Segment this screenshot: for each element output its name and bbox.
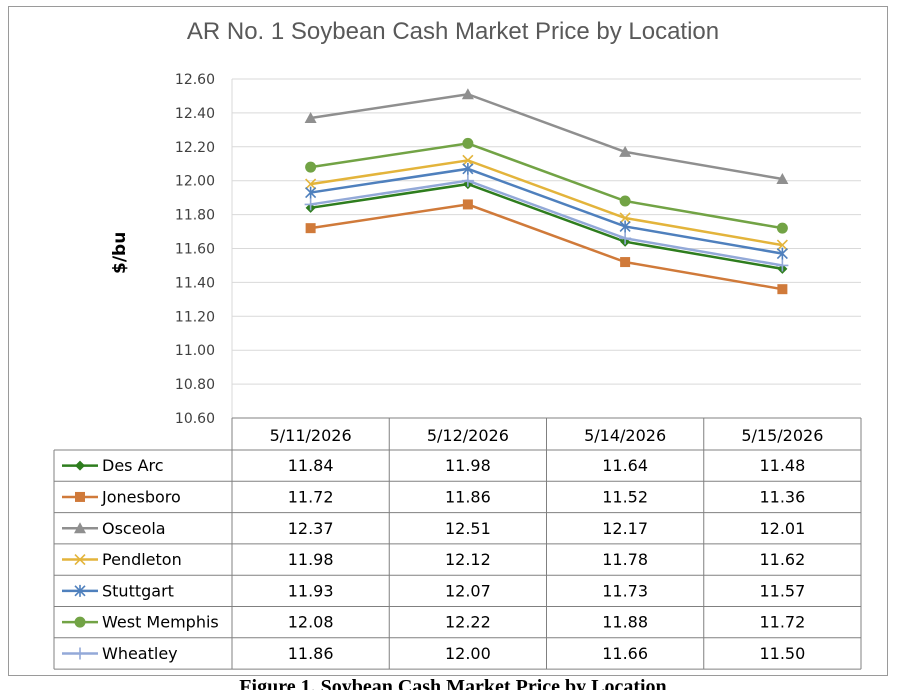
data-point-stuttgart <box>305 186 317 199</box>
y-tick-label: 10.60 <box>175 411 215 427</box>
table-cell-value: 11.84 <box>288 456 334 475</box>
series-line-wheatley <box>310 179 783 267</box>
table-cell-value: 11.72 <box>288 487 334 506</box>
legend-key-marker-pendleton <box>74 553 86 566</box>
data-point-wheatley <box>461 174 474 187</box>
y-tick-label: 12.20 <box>175 140 215 156</box>
legend-key-marker-wheatley <box>74 647 86 660</box>
table-cell-value: 11.78 <box>602 550 648 569</box>
y-tick-label: 11.40 <box>175 275 215 291</box>
y-tick-label: 11.20 <box>175 309 215 325</box>
legend-key-marker-stuttgart <box>74 584 86 597</box>
table-cell-value: 12.17 <box>602 519 648 538</box>
data-point-stuttgart <box>619 220 631 233</box>
table-cell-value: 12.37 <box>288 519 334 538</box>
table-cell-value: 11.93 <box>288 581 334 600</box>
table-cell-value: 11.88 <box>602 613 648 632</box>
table-cell-value: 11.50 <box>759 644 805 663</box>
table-cell-value: 11.98 <box>288 550 334 569</box>
x-category-label: 5/12/2026 <box>427 426 509 445</box>
y-tick-label: 11.80 <box>175 208 215 224</box>
data-point-stuttgart <box>776 247 788 260</box>
y-tick-label: 11.00 <box>175 343 215 359</box>
data-point-stuttgart <box>462 162 474 175</box>
table-cell-value: 12.51 <box>445 519 491 538</box>
legend-key-marker-jonesboro <box>75 491 85 502</box>
legend-label-osceola: Osceola <box>102 519 166 538</box>
table-cell-value: 11.66 <box>602 644 648 663</box>
x-category-label: 5/11/2026 <box>270 426 352 445</box>
figure-caption: Figure 1. Soybean Cash Market Price by L… <box>239 676 667 690</box>
table-cell-value: 12.12 <box>445 550 491 569</box>
table-cell-value: 11.52 <box>602 487 648 506</box>
series-line-pendleton <box>310 159 783 247</box>
legend-label-jonesboro: Jonesboro <box>101 487 181 506</box>
table-cell-value: 11.57 <box>759 581 805 600</box>
series-line-jonesboro <box>310 203 783 291</box>
table-cell-value: 11.36 <box>759 487 805 506</box>
table-cell-value: 12.08 <box>288 613 334 632</box>
table-cell-value: 11.73 <box>602 581 648 600</box>
data-point-west-memphis <box>305 161 317 173</box>
data-point-pendleton <box>305 178 317 190</box>
data-point-jonesboro <box>305 223 316 234</box>
chart-frame <box>8 6 888 676</box>
legend-key-marker-osceola <box>74 522 86 534</box>
data-point-west-memphis <box>462 137 474 149</box>
legend-label-des-arc: Des Arc <box>102 456 164 475</box>
table-cell-value: 11.48 <box>759 456 805 475</box>
y-tick-label: 12.60 <box>175 72 215 88</box>
data-point-wheatley <box>776 259 789 272</box>
table-cell-value: 11.98 <box>445 456 491 475</box>
x-category-label: 5/15/2026 <box>741 426 823 445</box>
y-tick-label: 10.80 <box>175 377 215 393</box>
table-cell-value: 11.86 <box>445 487 491 506</box>
legend-key-marker-des-arc <box>75 460 85 471</box>
series-line-des-arc <box>310 182 783 271</box>
data-point-pendleton <box>462 154 474 166</box>
table-cell-value: 12.01 <box>759 519 805 538</box>
y-tick-label: 12.40 <box>175 106 215 122</box>
data-point-osceola <box>304 111 317 123</box>
data-point-osceola <box>619 145 632 157</box>
legend-label-stuttgart: Stuttgart <box>102 581 174 600</box>
series-line-osceola <box>310 92 783 181</box>
table-cell-value: 11.64 <box>602 456 648 475</box>
x-category-label: 5/14/2026 <box>584 426 666 445</box>
data-point-jonesboro <box>777 284 788 295</box>
data-point-osceola <box>461 88 474 100</box>
legend-label-pendleton: Pendleton <box>102 550 182 569</box>
y-tick-label: 12.00 <box>175 174 215 190</box>
series-line-stuttgart <box>310 167 783 255</box>
data-point-wheatley <box>619 232 632 245</box>
table-cell-value: 12.00 <box>445 644 491 663</box>
data-point-wheatley <box>304 198 317 211</box>
legend-key-marker-west-memphis <box>74 616 86 628</box>
data-point-jonesboro <box>620 257 631 268</box>
chart-title: AR No. 1 Soybean Cash Market Price by Lo… <box>186 18 720 45</box>
y-tick-label: 11.60 <box>175 242 215 258</box>
data-point-west-memphis <box>619 195 631 207</box>
data-point-pendleton <box>619 212 631 224</box>
table-cell-value: 11.62 <box>759 550 805 569</box>
table-cell-value: 12.22 <box>445 613 491 632</box>
legend-label-west-memphis: West Memphis <box>102 613 219 632</box>
data-point-pendleton <box>776 239 788 251</box>
data-point-jonesboro <box>462 199 473 210</box>
data-point-osceola <box>776 173 789 185</box>
table-cell-value: 11.86 <box>288 644 334 663</box>
table-cell-value: 12.07 <box>445 581 491 600</box>
data-point-west-memphis <box>776 222 788 234</box>
table-cell-value: 11.72 <box>759 613 805 632</box>
legend-label-wheatley: Wheatley <box>102 644 178 663</box>
series-line-west-memphis <box>310 142 783 230</box>
